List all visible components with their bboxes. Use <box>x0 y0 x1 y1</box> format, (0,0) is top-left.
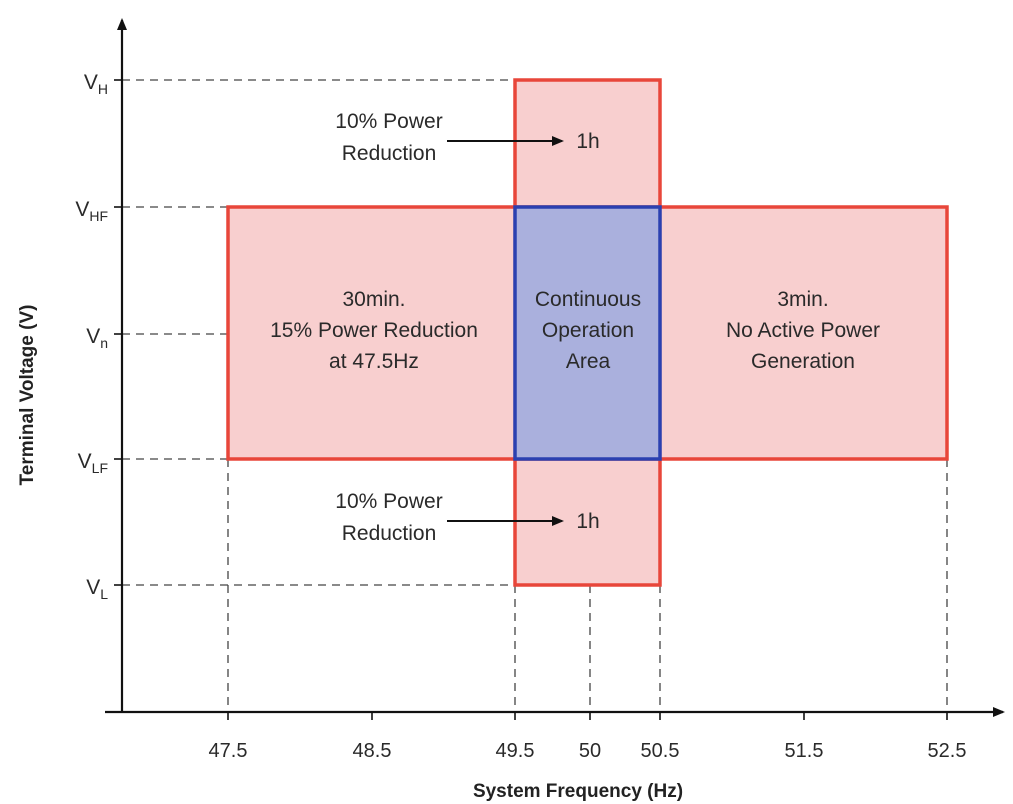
y-label-main: V <box>86 576 100 599</box>
y-label-vhf: VHF <box>75 198 108 224</box>
bottom-region-line2: Reduction <box>342 522 437 545</box>
x-tick-label: 50 <box>579 740 601 762</box>
x-tick-label: 51.5 <box>785 740 824 762</box>
y-label-sub: H <box>98 81 108 97</box>
y-label-vh: VH <box>84 71 108 97</box>
right-region-line1: 3min. <box>777 288 828 311</box>
y-label-main: V <box>86 325 100 348</box>
y-label-sub: L <box>100 586 108 602</box>
y-axis-title: Terminal Voltage (V) <box>17 305 38 486</box>
x-axis-title: System Frequency (Hz) <box>473 781 683 802</box>
x-tick-label: 49.5 <box>496 740 535 762</box>
x-tick-label: 47.5 <box>209 740 248 762</box>
bottom-region-line1: 10% Power <box>335 490 442 513</box>
left-region-line1: 30min. <box>342 288 405 311</box>
y-label-vl: VL <box>86 576 108 602</box>
center-region-line3: Area <box>566 350 611 373</box>
x-tick-label: 52.5 <box>928 740 967 762</box>
y-label-main: V <box>75 198 89 221</box>
continuous-operation-region <box>513 205 662 461</box>
y-label-sub: n <box>100 335 108 351</box>
y-label-vlf: VLF <box>78 450 108 476</box>
y-label-vn: Vn <box>86 325 108 351</box>
x-tick-label: 48.5 <box>353 740 392 762</box>
right-region-line3: Generation <box>751 350 855 373</box>
x-tick-label: 50.5 <box>641 740 680 762</box>
y-label-sub: HF <box>89 208 108 224</box>
y-label-sub: LF <box>92 460 108 476</box>
right-region-line2: No Active Power <box>726 319 880 342</box>
y-label-main: V <box>84 71 98 94</box>
left-region-line3: at 47.5Hz <box>329 350 419 373</box>
center-region-line2: Operation <box>542 319 634 342</box>
top-region-line1: 10% Power <box>335 110 442 133</box>
top-region-line2: Reduction <box>342 142 437 165</box>
top-region-duration: 1h <box>576 130 599 153</box>
center-region-line1: Continuous <box>535 288 641 311</box>
left-region-line2: 15% Power Reduction <box>270 319 478 342</box>
bottom-region-duration: 1h <box>576 510 599 533</box>
y-label-main: V <box>78 450 92 473</box>
